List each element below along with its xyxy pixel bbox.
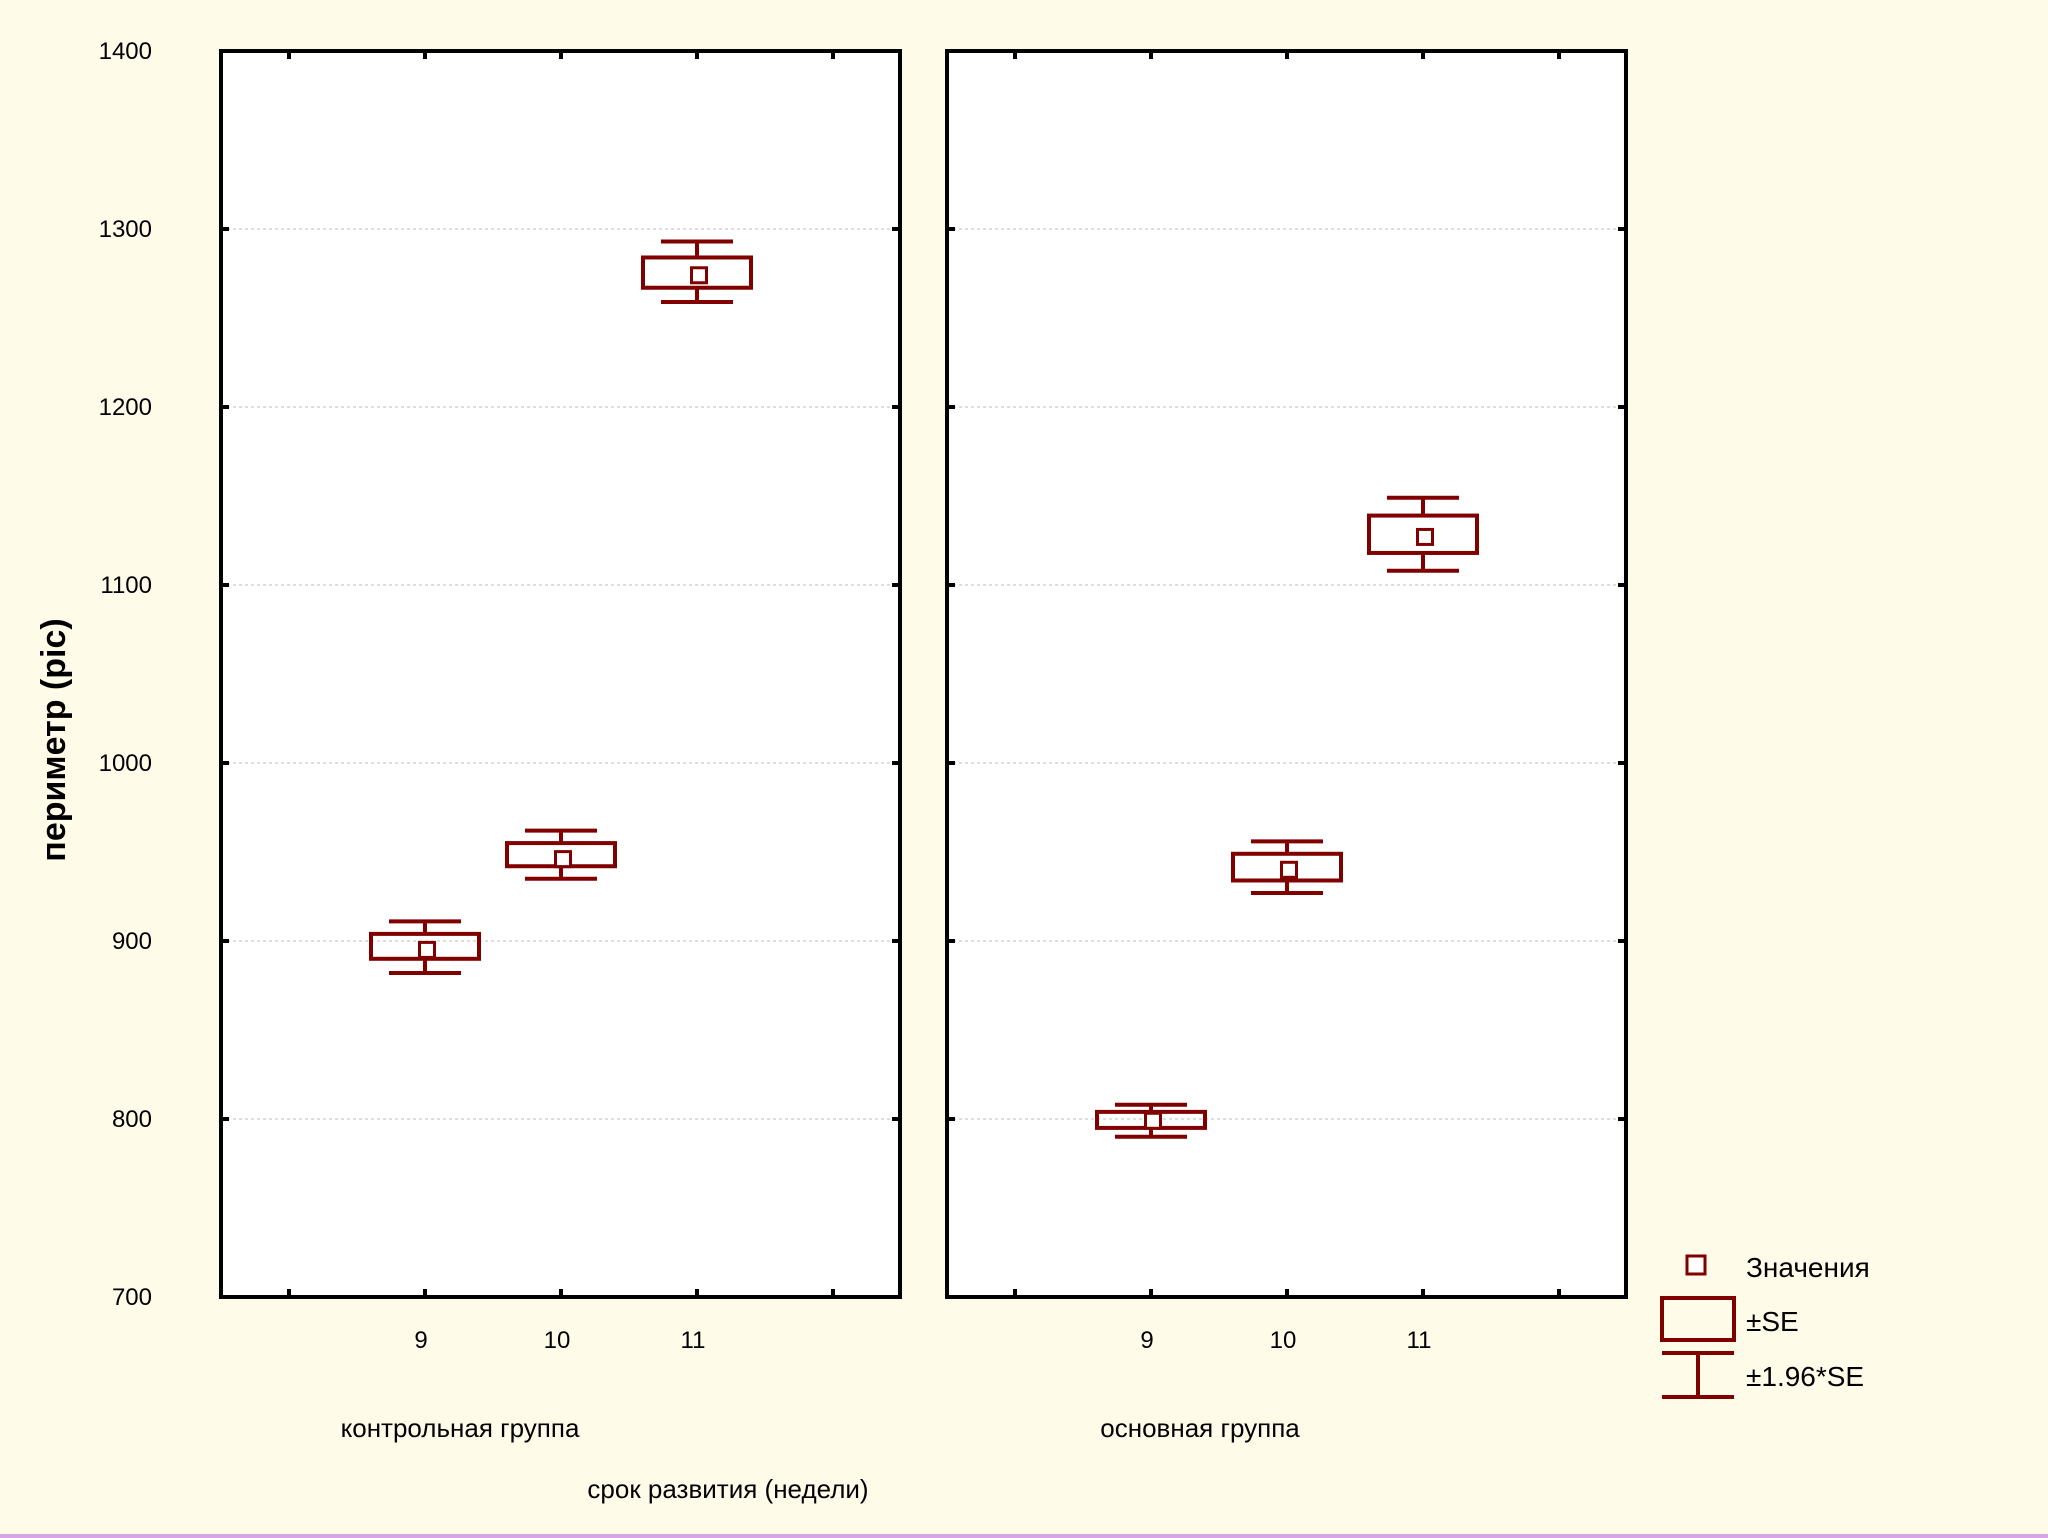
mean-marker — [418, 940, 436, 959]
legend: Значения ±SE ±1.96*SE — [1660, 1252, 1870, 1399]
x-tick-label: 9 — [1140, 1327, 1153, 1354]
data-point-panel-2-week-9 — [1095, 1102, 1207, 1139]
gridlines — [221, 228, 1626, 1120]
y-tick-label: 700 — [112, 1284, 152, 1311]
se-box — [1231, 851, 1343, 883]
x-tick-label: 9 — [414, 1327, 427, 1354]
y-tick-label: 1000 — [99, 750, 152, 777]
bottom-border — [0, 1534, 2048, 1538]
y-tick-label: 1400 — [99, 38, 152, 65]
panel-1-background — [221, 51, 900, 1297]
panel-2-group-label: основная группа — [1100, 1413, 1300, 1443]
legend-mean-icon — [1685, 1254, 1707, 1276]
mean-marker — [690, 266, 708, 285]
y-tick-label: 800 — [112, 1106, 152, 1133]
mean-marker — [1280, 860, 1298, 879]
legend-mean-label: Значения — [1746, 1252, 1870, 1283]
x-tick-label: 10 — [544, 1327, 571, 1354]
mean-marker — [1416, 527, 1434, 546]
y-tick-label: 1100 — [100, 572, 152, 599]
legend-se-icon — [1660, 1296, 1736, 1342]
y-tick-label: 1200 — [99, 394, 152, 421]
mean-marker — [1144, 1111, 1162, 1130]
mean-marker — [554, 850, 572, 869]
x-tick-label: 11 — [681, 1327, 706, 1354]
data-point-panel-1-week-11 — [641, 239, 753, 304]
data-point-panel-2-week-10 — [1231, 839, 1343, 895]
y-tick-label: 1300 — [99, 216, 152, 243]
data-point-panel-2-week-11 — [1367, 495, 1479, 573]
legend-ci-label: ±1.96*SE — [1746, 1361, 1864, 1392]
se-box — [641, 255, 753, 290]
panel-2-background — [947, 51, 1626, 1297]
x-tick-label: 11 — [1407, 1327, 1432, 1354]
data-point-panel-1-week-9 — [369, 919, 481, 976]
x-tick-label: 10 — [1270, 1327, 1297, 1354]
se-box — [1367, 513, 1479, 555]
y-axis-title: периметр (pic) — [35, 618, 73, 861]
data-point-panel-1-week-10 — [505, 828, 617, 881]
legend-se-label: ±SE — [1746, 1306, 1799, 1337]
panel-1-group-label: контрольная группа — [341, 1413, 580, 1443]
y-tick-label: 900 — [112, 928, 152, 955]
x-axis-title: срок развития (недели) — [587, 1474, 868, 1504]
marks — [369, 239, 1479, 1139]
axes: 700 800 900 1000 1100 1200 1300 1400 9 10 11 9 10 11 — [99, 38, 1626, 1354]
